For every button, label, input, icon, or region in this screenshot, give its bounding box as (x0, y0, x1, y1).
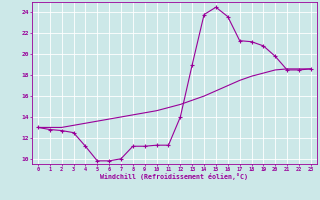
X-axis label: Windchill (Refroidissement éolien,°C): Windchill (Refroidissement éolien,°C) (100, 173, 248, 180)
